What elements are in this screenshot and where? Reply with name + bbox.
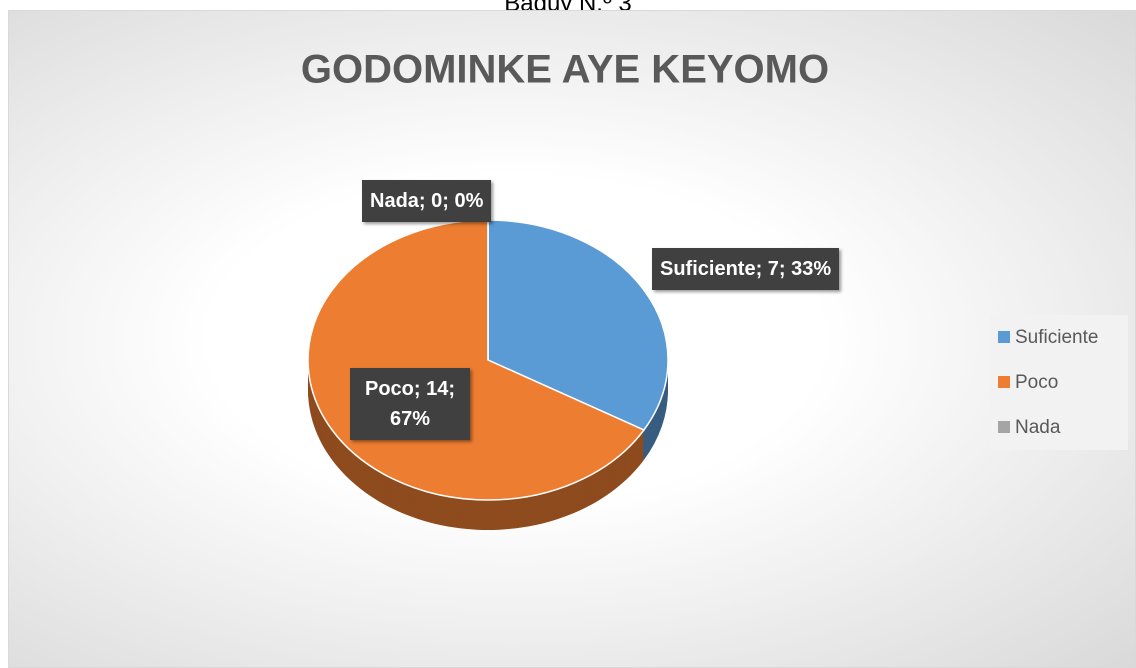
legend-label: Suficiente — [1015, 327, 1099, 348]
legend-item: Nada — [998, 417, 1060, 439]
legend-label: Poco — [1015, 372, 1059, 393]
legend-item: Suficiente — [998, 327, 1098, 349]
legend-swatch — [998, 331, 1010, 343]
legend: Suficiente Poco Nada — [990, 315, 1128, 450]
data-label: Suficiente; 7; 33% — [652, 248, 840, 290]
legend-swatch — [998, 376, 1010, 388]
legend-swatch — [998, 421, 1010, 433]
chart-title: GODOMINKE AYE KEYOMO — [301, 48, 829, 92]
data-label: Poco; 14; 67% — [350, 368, 470, 440]
data-label: Nada; 0; 0% — [362, 180, 492, 222]
legend-label: Nada — [1015, 417, 1061, 438]
legend-item: Poco — [998, 372, 1058, 394]
slice — [487, 219, 669, 431]
